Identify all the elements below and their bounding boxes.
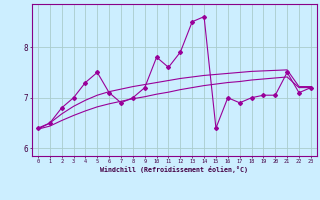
X-axis label: Windchill (Refroidissement éolien,°C): Windchill (Refroidissement éolien,°C) <box>100 166 248 173</box>
